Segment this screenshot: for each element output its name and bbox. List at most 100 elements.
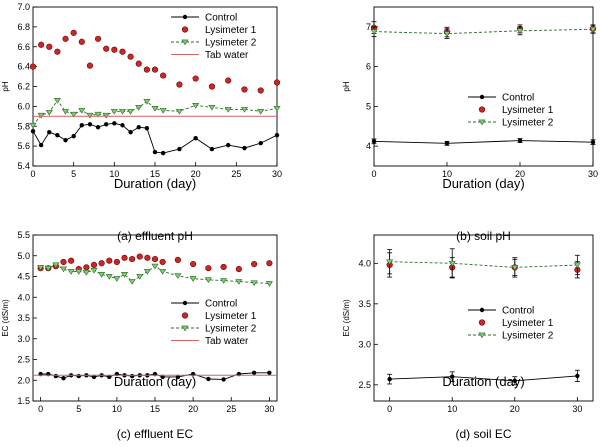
series-lys2 bbox=[29, 98, 281, 129]
data-point bbox=[258, 140, 263, 146]
plot-frame bbox=[373, 6, 594, 167]
x-tick-label: 30 bbox=[264, 404, 274, 414]
data-point bbox=[176, 81, 183, 88]
legend-swatch-marker bbox=[478, 319, 486, 326]
legend-label: Lysimeter 1 bbox=[205, 311, 257, 322]
legend-swatch-marker bbox=[181, 39, 189, 46]
data-point bbox=[512, 378, 517, 383]
y-tick-label: 4 bbox=[366, 141, 371, 151]
data-point bbox=[190, 260, 197, 268]
x-tick-label: 5 bbox=[76, 404, 81, 414]
data-point bbox=[273, 105, 281, 112]
data-point bbox=[225, 77, 232, 84]
data-point bbox=[90, 261, 98, 268]
panel-caption: (a) effluent pH bbox=[117, 229, 193, 243]
data-point bbox=[448, 260, 456, 267]
x-tick-label: 20 bbox=[510, 404, 520, 414]
data-point bbox=[192, 102, 200, 109]
series-control bbox=[30, 121, 280, 156]
data-point bbox=[221, 377, 226, 382]
data-point bbox=[220, 263, 227, 271]
data-point bbox=[61, 108, 70, 115]
y-axis-title: pH bbox=[342, 81, 351, 91]
data-point bbox=[159, 258, 166, 266]
data-point bbox=[62, 35, 69, 42]
data-point bbox=[129, 255, 136, 263]
series-line bbox=[389, 375, 578, 382]
data-point bbox=[61, 375, 66, 381]
legend-swatch-marker bbox=[479, 94, 485, 100]
y-tick-label: 5.6 bbox=[17, 141, 30, 151]
data-point bbox=[128, 130, 133, 135]
data-point bbox=[151, 255, 159, 263]
data-point bbox=[86, 62, 94, 69]
y-tick-label: 4.0 bbox=[17, 292, 30, 302]
y-tick-label: 6.4 bbox=[17, 62, 30, 72]
data-point bbox=[60, 258, 67, 266]
data-point bbox=[118, 108, 127, 115]
y-tick-label: 6.6 bbox=[17, 42, 30, 52]
data-point bbox=[516, 28, 524, 35]
series-line bbox=[32, 122, 278, 154]
data-point bbox=[87, 122, 93, 127]
data-point bbox=[235, 279, 243, 285]
y-tick-label: 5.4 bbox=[17, 161, 30, 171]
data-point bbox=[59, 266, 68, 273]
data-point bbox=[251, 370, 257, 375]
data-point bbox=[129, 373, 135, 379]
x-tick-label: 20 bbox=[515, 169, 525, 179]
data-point bbox=[136, 274, 144, 280]
x-tick-label: 30 bbox=[272, 169, 282, 179]
data-point bbox=[127, 53, 134, 60]
data-point bbox=[235, 265, 242, 273]
x-tick-label: 25 bbox=[231, 169, 241, 179]
data-point bbox=[98, 260, 105, 267]
y-tick-label: 6.2 bbox=[17, 82, 30, 92]
data-point bbox=[128, 279, 136, 285]
data-point bbox=[159, 269, 167, 275]
x-tick-label: 25 bbox=[226, 404, 236, 414]
series-control bbox=[387, 369, 580, 386]
data-point bbox=[94, 35, 102, 42]
data-point bbox=[174, 273, 182, 279]
legend-label: Control bbox=[502, 306, 534, 317]
data-point bbox=[110, 108, 118, 115]
data-point bbox=[53, 98, 61, 104]
y-tick-label: 2.5 bbox=[17, 355, 30, 365]
data-point bbox=[443, 31, 451, 37]
plot-frame bbox=[373, 234, 594, 402]
data-point bbox=[95, 125, 101, 130]
data-point bbox=[387, 376, 392, 382]
data-point bbox=[160, 72, 167, 79]
data-point bbox=[78, 107, 86, 114]
series-line bbox=[373, 28, 594, 35]
data-point bbox=[98, 272, 106, 278]
data-point bbox=[54, 48, 61, 55]
data-point bbox=[107, 374, 112, 380]
x-tick-label: 0 bbox=[387, 404, 392, 414]
x-tick-label: 15 bbox=[150, 404, 160, 414]
data-point bbox=[82, 269, 90, 276]
x-tick-label: 15 bbox=[150, 169, 160, 179]
data-point bbox=[174, 256, 181, 264]
data-point bbox=[135, 104, 143, 111]
x-axis-title: Duration (day) bbox=[114, 374, 196, 389]
data-point bbox=[192, 75, 199, 82]
data-point bbox=[250, 280, 258, 286]
data-point bbox=[75, 269, 83, 275]
data-point bbox=[46, 43, 53, 50]
data-point bbox=[67, 269, 75, 275]
data-point bbox=[120, 123, 125, 128]
data-point bbox=[121, 254, 128, 261]
data-point bbox=[175, 374, 181, 380]
data-point bbox=[189, 276, 197, 282]
panel-caption: (d) soil EC bbox=[455, 427, 511, 441]
legend-label: Control bbox=[502, 93, 534, 104]
data-point bbox=[160, 374, 165, 380]
y-axis-title: pH bbox=[1, 81, 10, 91]
data-point bbox=[119, 48, 126, 55]
y-tick-label: 4.5 bbox=[17, 272, 30, 282]
panel-caption: (b) soil pH bbox=[456, 229, 511, 243]
y-tick-label: 5.8 bbox=[17, 121, 30, 131]
legend-label: Lysimeter 2 bbox=[205, 38, 257, 49]
